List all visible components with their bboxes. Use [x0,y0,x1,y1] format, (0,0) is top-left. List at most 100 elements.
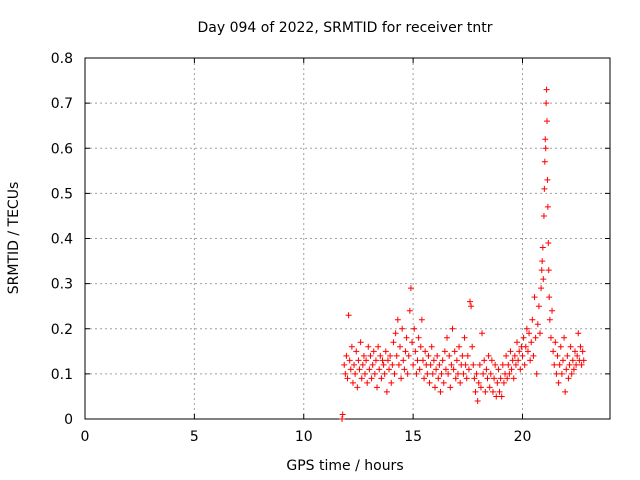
data-point [511,352,518,359]
data-point [456,343,463,350]
data-point [365,343,372,350]
data-point [494,379,501,386]
data-point [461,334,468,341]
data-point [374,384,381,391]
data-point [453,357,460,364]
data-point [541,185,548,192]
data-point [542,145,549,152]
data-point [540,212,547,219]
data-point [514,339,521,346]
data-point [492,361,499,368]
y-tick-label: 0.6 [51,141,73,157]
data-point [500,379,507,386]
data-point [549,307,556,314]
data-point [545,267,552,274]
y-tick-label: 0.4 [51,232,73,248]
data-point [360,352,367,359]
data-point [506,370,513,377]
data-point [416,366,423,373]
data-point [381,370,388,377]
data-point [543,100,550,107]
data-point [394,316,401,323]
data-point [482,388,489,395]
data-point [544,203,551,210]
y-axis-label: SRMTID / TECUs [6,182,22,295]
data-point [524,348,531,355]
data-point [519,352,526,359]
data-point [409,339,416,346]
data-point [389,361,396,368]
data-point [410,361,417,368]
data-point [401,366,408,373]
data-point [495,366,502,373]
data-point [467,298,473,305]
data-point [392,330,399,337]
data-point [433,366,440,373]
data-point [387,352,394,359]
data-point [430,357,437,364]
x-tick-label: 5 [190,429,199,445]
x-tick-label: 20 [514,429,532,445]
data-point [419,357,426,364]
data-point [537,330,543,337]
data-point [343,352,350,359]
data-point [485,352,492,359]
data-point [563,366,570,373]
data-point [417,343,424,350]
data-point [390,339,397,346]
data-point [558,370,565,377]
data-point [429,370,436,377]
data-point [515,357,522,364]
data-point [533,370,540,377]
data-point [438,370,445,377]
data-point [432,384,438,391]
data-point [579,348,586,355]
data-point [535,303,542,310]
data-point [367,352,374,359]
x-axis-label: GPS time / hours [286,458,403,474]
data-point [452,375,459,382]
data-point [413,370,420,377]
data-point [460,370,467,377]
y-tick-label: 0.7 [51,96,73,112]
data-point [450,366,457,373]
data-point [565,375,572,382]
data-point [567,343,574,350]
data-point [551,361,558,368]
data-point [428,343,435,350]
data-point [470,361,477,368]
data-point [422,348,429,355]
data-point [436,361,443,368]
data-point [530,352,537,359]
y-tick-label: 0.1 [51,367,73,383]
y-tick-label: 0.8 [51,51,73,67]
data-point [418,316,425,323]
data-point [550,348,557,355]
data-point [539,244,546,251]
data-point [574,352,581,359]
data-point [407,285,414,292]
data-point [445,370,452,377]
data-point [483,366,490,373]
data-point [471,375,478,382]
data-point [534,321,541,328]
data-point [566,361,573,368]
data-point [561,334,568,341]
data-point [371,370,378,377]
data-point [447,384,454,391]
data-point [507,348,514,355]
data-point [362,370,368,377]
data-point [364,379,371,386]
data-point [499,361,506,368]
data-point [486,384,493,391]
data-point [573,361,580,368]
data-point [570,366,577,373]
data-point [352,370,359,377]
data-point [342,370,349,377]
data-point [475,379,482,386]
data-point [559,357,566,364]
data-point [488,357,495,364]
data-point [406,307,413,314]
data-point [411,325,418,332]
